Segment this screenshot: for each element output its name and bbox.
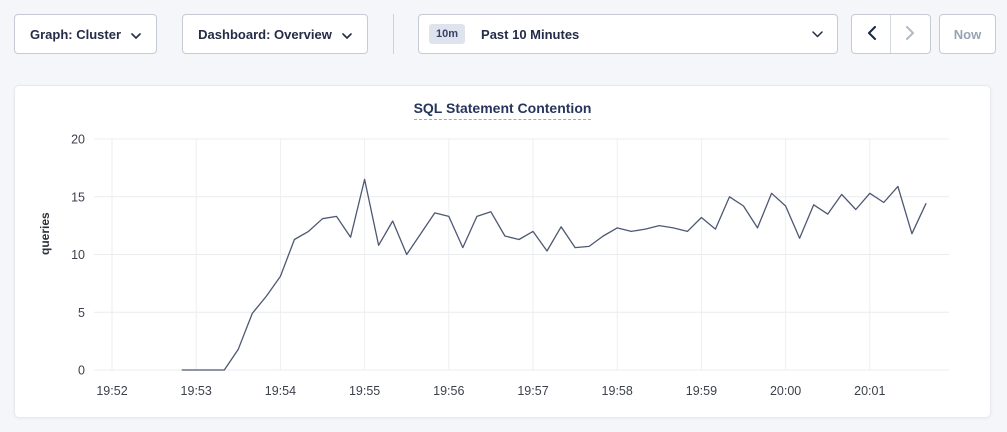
queries-series-line	[181, 178, 927, 371]
x-tick-label: 19:55	[349, 384, 380, 398]
now-button[interactable]: Now	[939, 14, 996, 54]
chart-title[interactable]: SQL Statement Contention	[413, 100, 592, 120]
y-tick-label: 10	[71, 248, 85, 262]
time-range-badge: 10m	[429, 24, 466, 44]
time-nav-group	[851, 14, 931, 54]
time-range-picker[interactable]: 10m Past 10 Minutes	[418, 14, 838, 54]
chart-title-row: SQL Statement Contention	[15, 86, 990, 120]
dashboard-dropdown-label: Dashboard: Overview	[198, 26, 332, 42]
next-time-window-button[interactable]	[891, 15, 930, 53]
y-tick-label: 20	[71, 133, 85, 147]
chevron-right-icon	[906, 25, 915, 43]
chevron-down-icon	[342, 27, 352, 42]
previous-time-window-button[interactable]	[852, 15, 891, 53]
x-tick-label: 19:53	[181, 384, 212, 398]
y-tick-label: 15	[71, 190, 85, 204]
x-tick-label: 19:52	[96, 384, 127, 398]
x-axis: 19:52 19:53 19:54 19:55 19:56 19:57 19:58 19:59…	[96, 139, 885, 398]
y-tick-label: 0	[78, 364, 85, 378]
chevron-down-icon	[812, 25, 823, 43]
time-range-label: Past 10 Minutes	[481, 26, 580, 42]
x-tick-label: 19:58	[602, 384, 633, 398]
x-tick-label: 20:00	[770, 384, 801, 398]
chevron-left-icon	[867, 25, 876, 43]
x-tick-label: 19:57	[517, 384, 548, 398]
chart-card: SQL Statement Contention 0 5 10 15 20 19:52 19…	[14, 85, 991, 418]
dashboard-dropdown[interactable]: Dashboard: Overview	[182, 14, 368, 54]
x-tick-label: 19:54	[265, 384, 296, 398]
chevron-down-icon	[131, 27, 141, 42]
graph-dropdown-label: Graph: Cluster	[29, 26, 121, 42]
y-axis-title: queries	[38, 212, 52, 255]
x-tick-label: 19:56	[433, 384, 464, 398]
y-axis: 0 5 10 15 20	[71, 133, 949, 378]
toolbar: Graph: Cluster Dashboard: Overview 10m P…	[14, 14, 996, 54]
x-tick-label: 20:01	[854, 384, 885, 398]
graph-dropdown[interactable]: Graph: Cluster	[14, 14, 157, 54]
y-tick-label: 5	[78, 306, 85, 320]
toolbar-divider	[393, 14, 394, 54]
x-tick-label: 19:59	[686, 384, 717, 398]
